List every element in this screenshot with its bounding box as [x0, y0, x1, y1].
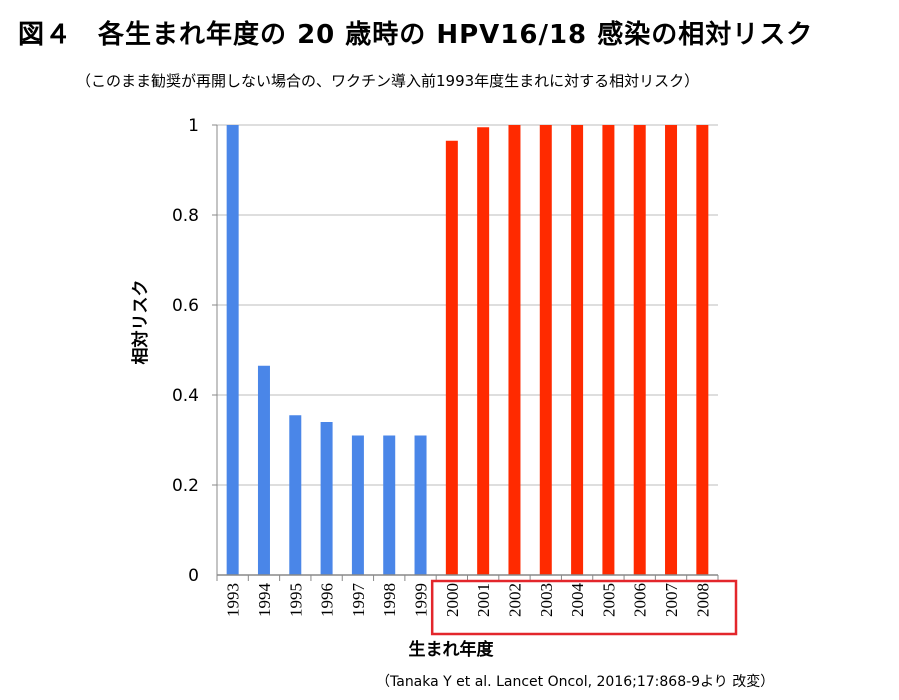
- x-tick-label: 1998: [380, 583, 399, 617]
- y-tick-label: 0.8: [172, 206, 199, 226]
- x-tick-label: 2007: [662, 583, 681, 618]
- y-axis-title: 相対リスク: [130, 280, 151, 365]
- x-tick-label: 1999: [412, 583, 431, 617]
- figure-subtitle: （このまま勧奨が再開しない場合の、ワクチン導入前1993年度生まれに対する相対リ…: [76, 72, 700, 90]
- y-tick-label: 0: [188, 566, 199, 586]
- y-tick-label: 0.4: [172, 386, 199, 406]
- citation: （Tanaka Y et al. Lancet Oncol, 2016;17:8…: [376, 674, 775, 690]
- figure-title: 図４ 各生まれ年度の 20 歳時の HPV16/18 感染の相対リスク: [18, 14, 813, 51]
- bar-1997: [351, 435, 364, 575]
- x-tick-label: 1996: [318, 583, 337, 617]
- x-tick-label: 1995: [286, 583, 305, 617]
- x-tick-label: 2003: [537, 583, 556, 617]
- y-tick-label: 1: [188, 116, 199, 136]
- bar-2003: [539, 125, 552, 575]
- bars: [226, 125, 709, 575]
- y-tick-labels: 0 0.2 0.4 0.6 0.8 1: [172, 116, 199, 586]
- bar-2001: [477, 127, 490, 575]
- bar-2007: [665, 125, 678, 575]
- x-tick-label: 2001: [474, 583, 493, 617]
- y-tick-label: 0.6: [172, 296, 199, 316]
- bar-2008: [696, 125, 709, 575]
- bar-1998: [383, 435, 396, 575]
- x-tick-label: 1994: [255, 583, 274, 618]
- bar-1999: [414, 435, 427, 575]
- x-tick-label: 1993: [224, 583, 243, 617]
- bar-2004: [571, 125, 584, 575]
- x-tick-label: 2002: [505, 583, 524, 617]
- x-tick-label: 2006: [631, 583, 650, 617]
- bar-1994: [257, 365, 270, 575]
- bar-2000: [445, 140, 458, 575]
- x-tick-labels: 1993 1994 1995 1996 1997 1998 1999 2000 2001 2002…: [224, 583, 713, 618]
- bar-1993: [226, 125, 239, 575]
- bar-1995: [289, 415, 302, 575]
- x-tick-label: 2008: [693, 583, 712, 617]
- x-tick-label: 2005: [599, 583, 618, 617]
- figure-title-text: 各生まれ年度の 20 歳時の HPV16/18 感染の相対リスク: [98, 20, 814, 50]
- x-tick-label: 1997: [349, 583, 368, 618]
- x-axis-title: 生まれ年度: [409, 639, 495, 660]
- x-tick-label: 2000: [443, 583, 462, 617]
- highlight-box: [430, 579, 738, 636]
- bar-2002: [508, 125, 521, 575]
- figure-number: 図４: [18, 20, 73, 50]
- bar-2005: [602, 125, 615, 575]
- y-tick-label: 0.2: [172, 476, 199, 496]
- bar-1996: [320, 422, 333, 575]
- x-tick-label: 2004: [568, 583, 587, 618]
- bar-2006: [633, 125, 646, 575]
